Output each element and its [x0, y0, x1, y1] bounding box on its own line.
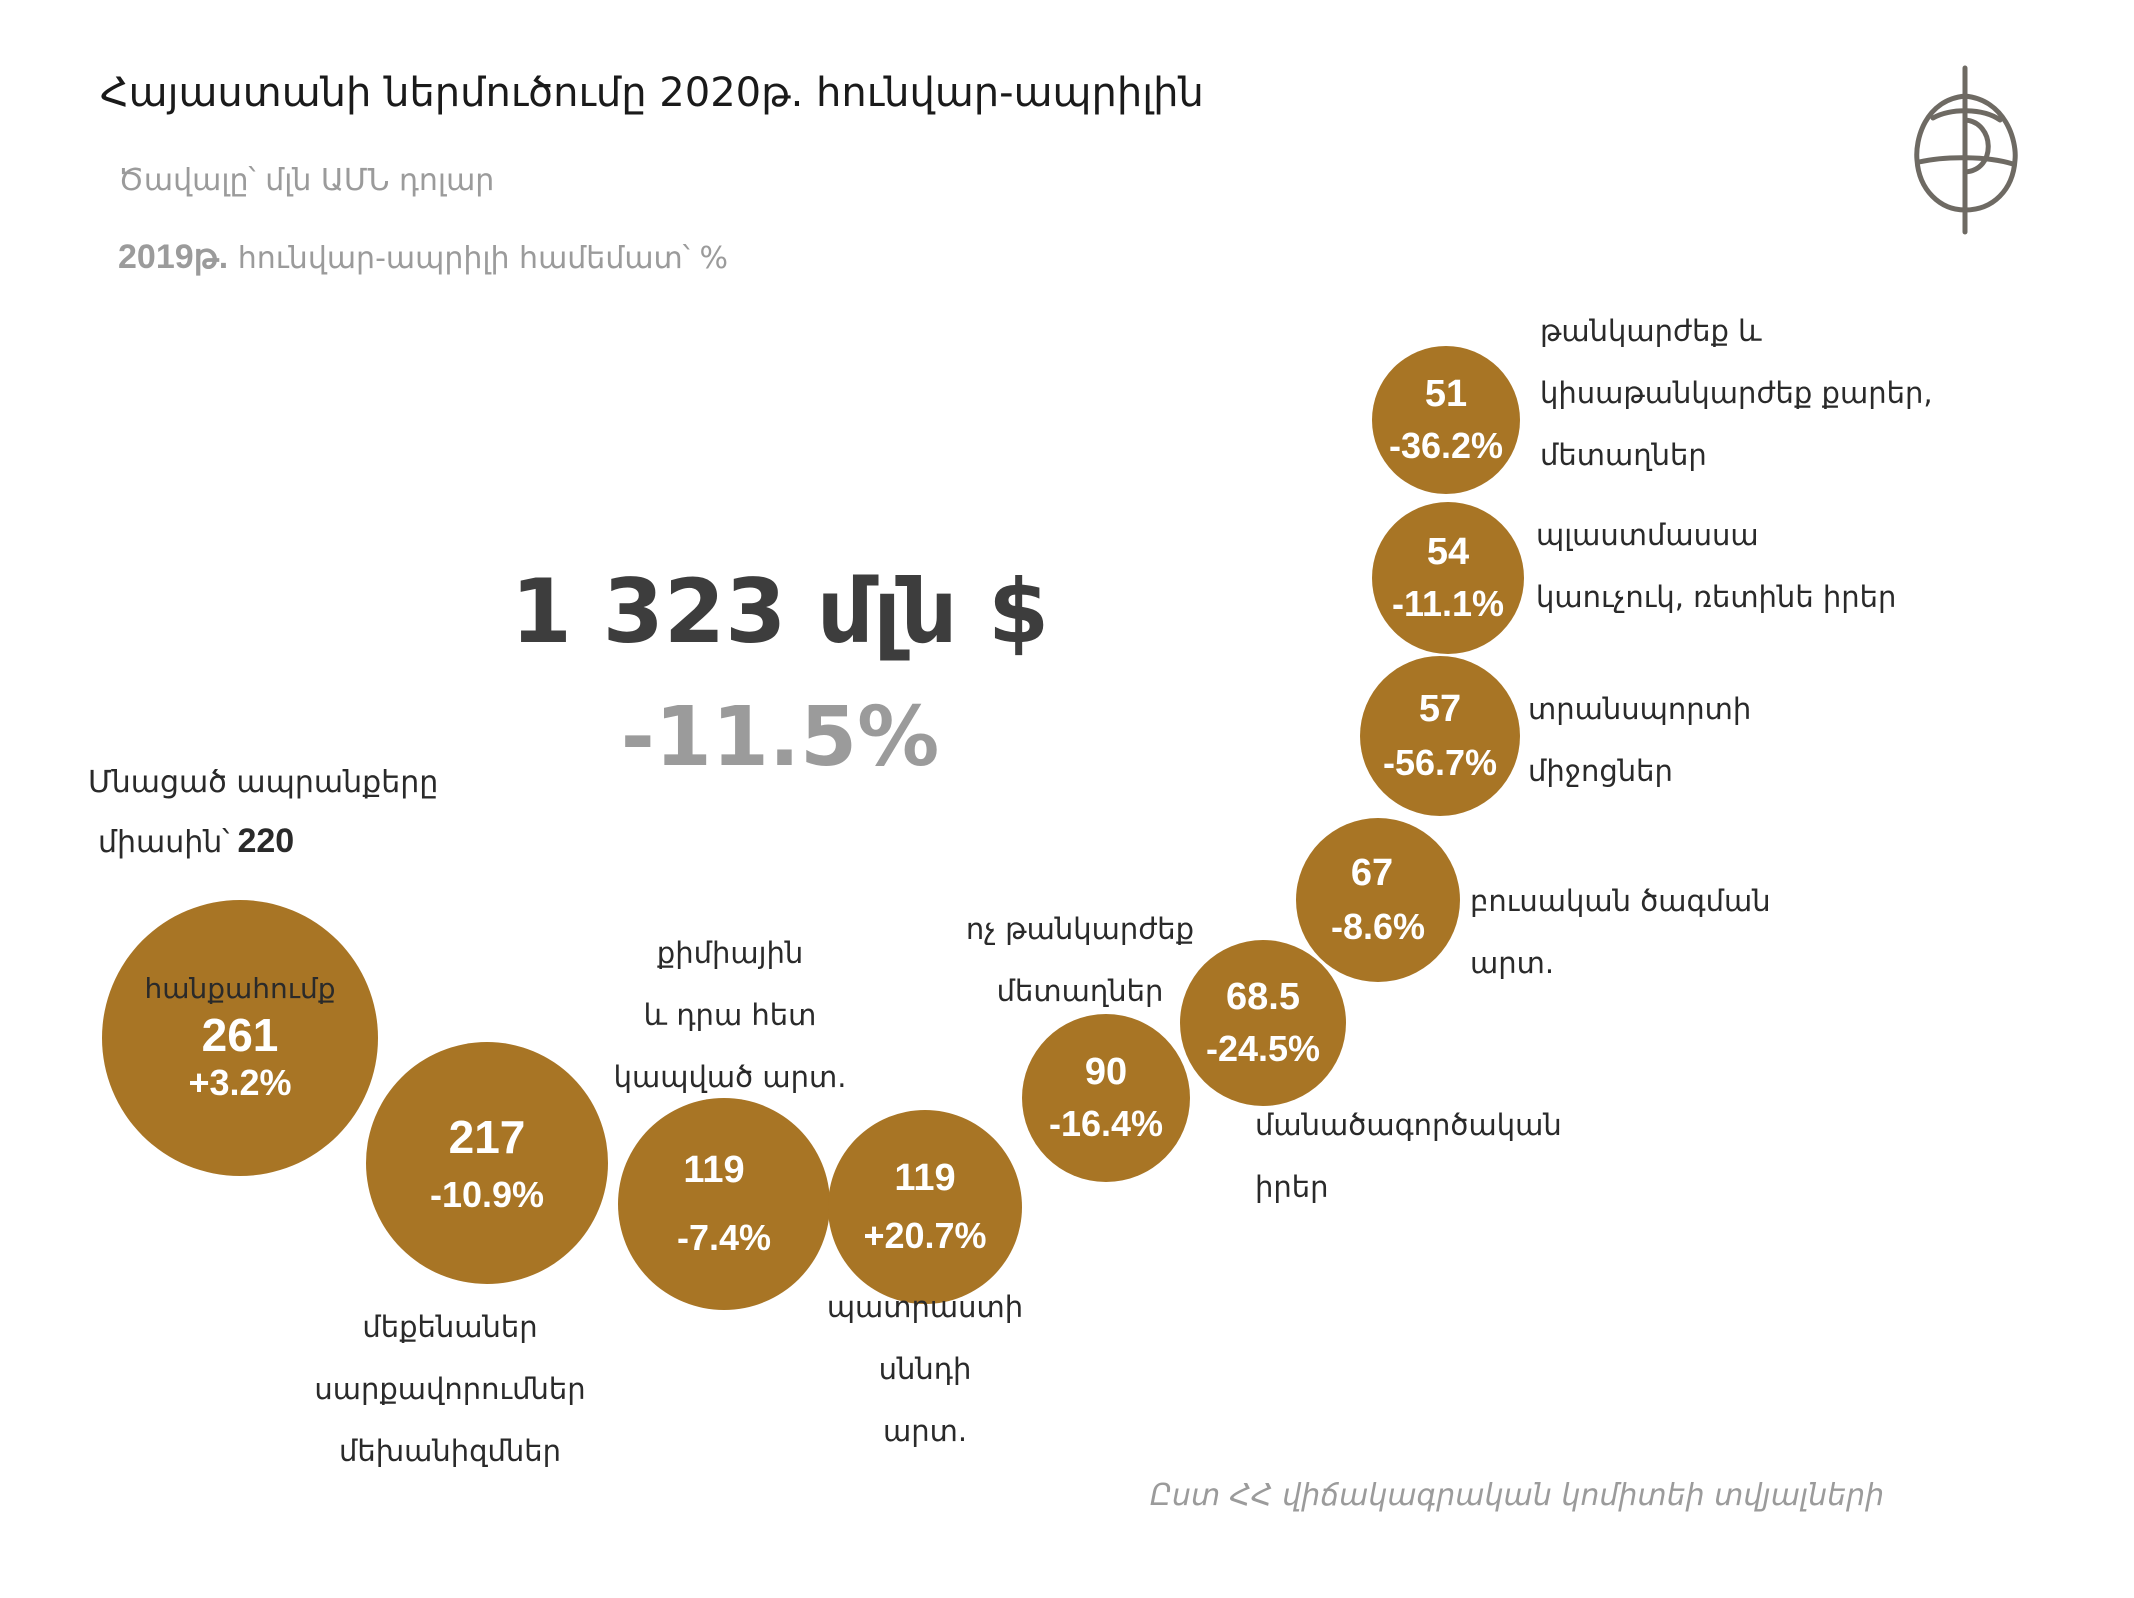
bubble-4-label-line2: մետաղներ: [996, 974, 1164, 1008]
bubble-5: 68.5 -24.5%: [1180, 940, 1346, 1106]
bubble-3-change: +20.7%: [863, 1215, 987, 1257]
bubble-5-value: 68.5: [1226, 976, 1300, 1019]
bubble-4: 90 -16.4%: [1022, 1014, 1190, 1182]
bubble-8-label-line2: կաուչուկ, ռետինե իրեր: [1536, 580, 1897, 614]
total-imports: 1 323 մլն $: [510, 560, 1050, 663]
bubble-3-label: պատրաստի սննդի արտ.: [790, 1276, 1060, 1462]
bubble-9-label-line3: մետաղներ: [1540, 438, 1707, 472]
bubble-1-label: մեքենաներ սարքավորումներ մեխանիզմներ: [280, 1296, 620, 1482]
bubble-4-change: -16.4%: [1048, 1103, 1164, 1145]
bubble-2-label: քիմիային և դրա հետ կապված արտ.: [570, 922, 890, 1108]
bubble-8-label: պլաստմասսա կաուչուկ, ռետինե իրեր: [1536, 504, 1896, 628]
comparison-year: 2019թ.: [118, 238, 229, 276]
bubble-9-label-line1: թանկարժեք և: [1540, 314, 1762, 348]
bubble-6-label: բուսական ծագման արտ.: [1470, 870, 1771, 994]
bubble-8-value: 54: [1426, 531, 1470, 574]
bubble-9-change: -36.2%: [1388, 425, 1504, 467]
bubble-2-label-line3: կապված արտ.: [613, 1060, 847, 1094]
bubble-9-label: թանկարժեք և կիսաթանկարժեք քարեր, մետաղնե…: [1540, 300, 1933, 486]
bubble-3: 119 +20.7%: [828, 1110, 1022, 1304]
total-change: -11.5%: [620, 690, 940, 785]
bubble-7-value: 57: [1418, 688, 1462, 731]
source-note: Ըստ ՀՀ վիճակագրական կոմիտեի տվյալների: [1150, 1478, 1885, 1513]
bubble-1-change: -10.9%: [429, 1173, 545, 1215]
comparison-note: 2019թ. հունվար-ապրիլի համեմատ՝ %: [118, 237, 728, 277]
rest-value: 220: [237, 822, 295, 860]
bubble-5-label-line2: իրեր: [1255, 1170, 1329, 1204]
bubble-7-label: տրանսպորտի միջոցներ: [1528, 678, 1751, 802]
bubble-1-label-line2: սարքավորումներ: [314, 1372, 586, 1406]
bubble-2-value: 119: [683, 1149, 745, 1192]
bubble-6-value: 67: [1350, 852, 1394, 895]
bubble-7-label-line1: տրանսպորտի: [1528, 692, 1752, 726]
bubble-9-label-line2: կիսաթանկարժեք քարեր,: [1540, 376, 1933, 410]
bubble-4-value: 90: [1084, 1051, 1128, 1094]
bubble-0-value: 261: [201, 1008, 279, 1061]
bubble-4-label-line1: ոչ թանկարժեք: [965, 912, 1195, 946]
bubble-2-change: -7.4%: [676, 1217, 772, 1259]
bubble-1-label-line1: մեքենաներ: [362, 1310, 538, 1344]
bubble-0-label: հանքահումք: [144, 971, 336, 1005]
bubble-1: 217 -10.9%: [366, 1042, 608, 1284]
chart-title: Հայաստանի ներմուծումը 2020թ. հունվար-ապր…: [100, 70, 1204, 116]
bubble-3-value: 119: [894, 1157, 956, 1200]
bubble-1-label-line3: մեխանիզմներ: [338, 1434, 562, 1468]
logo-icon: [1914, 65, 2018, 235]
bubble-2-label-line1: քիմիային: [656, 936, 804, 970]
bubble-2: 119 -7.4%: [618, 1098, 830, 1310]
bubble-5-label: մանածագործական իրեր: [1255, 1094, 1562, 1218]
bubble-6-label-line1: բուսական ծագման: [1470, 884, 1771, 918]
bubble-9-value: 51: [1424, 373, 1468, 416]
bubble-8-change: -11.1%: [1391, 583, 1505, 625]
bubble-3-label-line1: պատրաստի: [826, 1290, 1024, 1324]
bubble-8: 54 -11.1%: [1372, 502, 1524, 654]
comparison-text: հունվար-ապրիլի համեմատ՝ %: [237, 241, 728, 276]
bubble-0: հանքահումք 261 +3.2%: [102, 900, 378, 1176]
bubble-7-label-line2: միջոցներ: [1528, 754, 1673, 788]
rest-label-line2: միասին՝ 220: [98, 822, 294, 861]
bubble-8-label-line1: պլաստմասսա: [1536, 518, 1759, 552]
bubble-3-label-line2: սննդի: [878, 1352, 972, 1386]
bubble-5-change: -24.5%: [1205, 1028, 1321, 1070]
bubble-6: 67 -8.6%: [1296, 818, 1460, 982]
bubble-3-label-line3: արտ.: [882, 1414, 968, 1448]
bubble-7-change: -56.7%: [1382, 742, 1498, 784]
bubble-6-label-line2: արտ.: [1470, 946, 1555, 980]
bubble-6-change: -8.6%: [1330, 906, 1426, 948]
bubble-5-label-line1: մանածագործական: [1255, 1108, 1562, 1142]
bubble-4-label: ոչ թանկարժեք մետաղներ: [920, 898, 1240, 1022]
bubble-7: 57 -56.7%: [1360, 656, 1520, 816]
bubble-2-label-line2: և դրա հետ: [643, 998, 817, 1032]
rest-label-line1: Մնացած ապրանքերը: [88, 765, 439, 800]
bubble-9: 51 -36.2%: [1372, 346, 1520, 494]
bubble-0-change: +3.2%: [188, 1061, 292, 1103]
bubble-1-value: 217: [448, 1110, 526, 1163]
rest-label-text: միասին՝: [98, 825, 230, 860]
chart-subtitle: Ծավալը՝ մլն ԱՄՆ դոլար: [118, 163, 495, 198]
